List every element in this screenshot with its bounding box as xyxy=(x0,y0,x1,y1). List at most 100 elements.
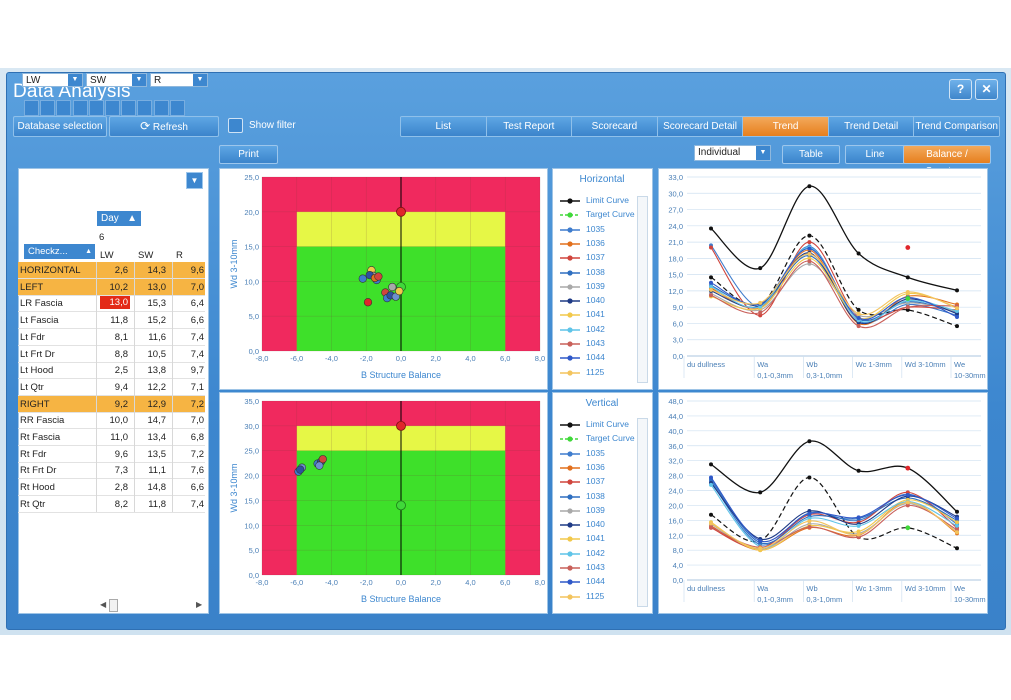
show-filter-label: Show filter xyxy=(249,120,296,131)
balance-spectrum-mode-button[interactable]: Balance / Spectrum xyxy=(903,145,991,177)
table-row[interactable]: RR Fascia 10,0 14,7 7,0 xyxy=(18,412,205,430)
table-row[interactable]: LEFT 10,2 13,0 7,0 xyxy=(18,278,205,296)
legend-marker xyxy=(567,522,573,528)
view-select[interactable]: Individual ▼ xyxy=(694,145,771,161)
tab-trend-detail[interactable]: Trend Detail xyxy=(828,117,915,136)
row-name: Lt Frt Dr xyxy=(20,348,55,360)
column-filter-button[interactable] xyxy=(40,100,56,116)
column-filter-button[interactable] xyxy=(72,100,88,116)
tab-scorecard[interactable]: Scorecard xyxy=(572,117,658,136)
filter-dropdown-icon[interactable]: ▼ xyxy=(186,172,203,189)
show-filter-checkbox[interactable] xyxy=(228,118,243,133)
column-filter-button[interactable] xyxy=(88,100,104,116)
cell-value: 10,2 xyxy=(109,281,129,293)
column-filter-button[interactable] xyxy=(24,100,39,116)
series-point xyxy=(856,523,861,528)
grid-divider xyxy=(172,262,173,512)
cell-value: 9,7 xyxy=(190,365,204,377)
table-row[interactable]: Lt Qtr 9,4 12,2 7,1 xyxy=(18,379,205,396)
legend-label: 1038 xyxy=(586,490,605,501)
legend-swatch xyxy=(560,522,580,528)
database-selection-button[interactable]: Database selection xyxy=(13,116,107,137)
cell-value: 7,4 xyxy=(190,348,204,360)
series-point xyxy=(856,468,861,473)
table-row[interactable]: Lt Fdr 8,1 11,6 7,4 xyxy=(18,329,205,346)
y-tick-label: 30,0 xyxy=(668,189,683,198)
table-row[interactable]: Lt Hood 2,5 13,8 9,7 xyxy=(18,362,205,380)
table-row[interactable]: Rt Hood 2,8 14,8 6,6 xyxy=(18,479,205,497)
lower-limit-marker xyxy=(955,546,959,551)
column-filter-button[interactable] xyxy=(137,100,153,116)
legend-vertical-scrollbar[interactable] xyxy=(637,418,648,607)
legend-swatch xyxy=(560,593,580,600)
line-mode-button[interactable]: Line xyxy=(845,145,905,164)
column-filter-button[interactable] xyxy=(56,100,72,116)
scroll-right-icon[interactable]: ▶ xyxy=(196,600,203,609)
day-column-header[interactable]: Day ▲ xyxy=(97,211,141,226)
table-row[interactable]: RIGHT 9,2 12,9 7,2 xyxy=(18,395,205,413)
series-point xyxy=(955,530,959,535)
table-row[interactable]: Rt Fdr 9,6 13,5 7,2 xyxy=(18,446,205,463)
column-filter-button[interactable] xyxy=(121,100,137,116)
y-tick-label: 32,0 xyxy=(668,457,683,466)
column-select-3[interactable]: R ▼ xyxy=(150,73,208,87)
group-column-header[interactable]: Checkz... ▲ xyxy=(24,244,95,259)
legend-label: 1035 xyxy=(586,447,605,458)
help-icon[interactable]: ? xyxy=(949,79,972,100)
spectrum-chart-vertical: 0,0 4,0 8,0 12,0 16,0 20,0 24,0 28,0 32,0 36,0 40,… xyxy=(668,397,985,604)
tab-trend[interactable]: Trend xyxy=(743,117,829,136)
y-tick-label: 24,0 xyxy=(668,487,683,496)
column-filter-button[interactable] xyxy=(105,100,120,116)
table-row[interactable]: Lt Frt Dr 8,8 10,5 7,4 xyxy=(18,346,205,363)
print-button[interactable]: Print xyxy=(219,145,278,164)
column-select-1[interactable]: LW ▼ xyxy=(22,73,83,87)
legend-horizontal-scrollbar[interactable] xyxy=(637,196,648,383)
series-point xyxy=(709,245,713,250)
column-filter-button[interactable] xyxy=(153,100,169,116)
table-row[interactable]: Rt Qtr 8,2 11,8 7,4 xyxy=(18,496,205,513)
legend-swatch xyxy=(560,226,580,233)
table-button[interactable]: Table xyxy=(782,145,840,164)
legend-swatch xyxy=(560,284,580,290)
limit-marker xyxy=(905,245,911,250)
y-tick-label: 15,0 xyxy=(244,496,259,505)
tab-trend-comparison[interactable]: Trend Comparison xyxy=(914,117,999,136)
series-line xyxy=(710,501,958,551)
tab-list[interactable]: List xyxy=(401,117,487,136)
horizontal-scroll-thumb[interactable] xyxy=(109,599,118,612)
y-tick-label: 0,0 xyxy=(673,576,683,585)
legend-marker xyxy=(567,226,573,233)
table-row[interactable]: LR Fascia 13,0 15,3 6,4 xyxy=(18,295,205,313)
legend-label: 1040 xyxy=(586,519,605,530)
legend-label: Limit Curve xyxy=(586,195,629,205)
table-row[interactable]: Rt Fascia 11,0 13,4 6,8 xyxy=(18,429,205,446)
x-tick-label: Wc 1-3mm xyxy=(856,584,892,593)
series-point xyxy=(955,516,959,521)
cell-value: 10,0 xyxy=(109,415,129,427)
column-select-2[interactable]: SW ▼ xyxy=(86,73,147,87)
view-select-value: Individual xyxy=(698,147,741,158)
y-tick-label: 5,0 xyxy=(249,546,259,555)
row-name: Lt Fdr xyxy=(20,331,45,343)
tab-scorecard-detail[interactable]: Scorecard Detail xyxy=(657,117,744,136)
column-select-2-value: SW xyxy=(90,75,107,86)
table-row[interactable]: HORIZONTAL 2,6 14,3 9,6 xyxy=(18,262,205,279)
table-row[interactable]: Lt Fascia 11,8 15,2 6,6 xyxy=(18,312,205,330)
cell-value: 14,7 xyxy=(147,415,167,427)
refresh-button[interactable]: ⟳ Refresh xyxy=(109,116,219,137)
legend-title: Vertical xyxy=(585,398,619,409)
tab-test-report[interactable]: Test Report xyxy=(486,117,573,136)
series-line xyxy=(710,478,958,545)
lower-limit-marker xyxy=(856,307,861,312)
series-point xyxy=(709,293,713,298)
table-row[interactable]: Rt Frt Dr 7,3 11,1 7,6 xyxy=(18,462,205,480)
legend-swatch xyxy=(560,436,580,442)
scroll-left-icon[interactable]: ◀ xyxy=(100,600,107,609)
legend-swatch xyxy=(560,551,580,557)
legend-label: 1036 xyxy=(586,237,605,248)
y-tick-label: 18,0 xyxy=(668,254,683,263)
column-filter-button[interactable] xyxy=(169,100,185,116)
y-tick-label: 8,0 xyxy=(673,546,683,555)
close-icon[interactable]: ✕ xyxy=(975,79,998,100)
y-tick-label: 10,0 xyxy=(244,521,259,530)
